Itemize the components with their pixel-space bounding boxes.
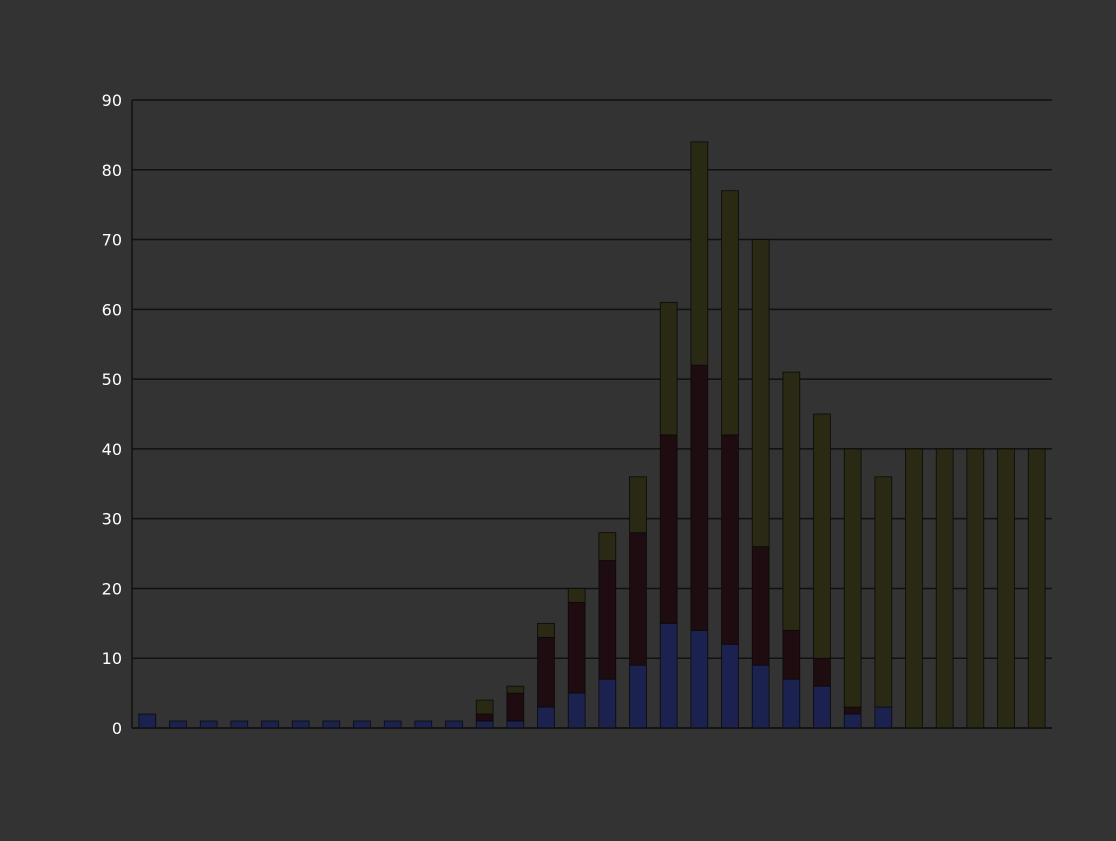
y-tick-label: 90 bbox=[102, 91, 122, 110]
bar-segment bbox=[567, 602, 586, 694]
bar-segment bbox=[475, 699, 494, 715]
bar-segment bbox=[199, 720, 218, 729]
bars bbox=[138, 141, 1046, 729]
bar-segment bbox=[782, 678, 801, 729]
y-tick-label: 30 bbox=[102, 510, 122, 529]
bar-segment bbox=[445, 720, 463, 729]
bar-segment bbox=[782, 629, 801, 680]
bar-segment bbox=[506, 692, 525, 722]
bar-segment bbox=[843, 448, 862, 708]
bar-segment bbox=[813, 413, 831, 659]
y-tick-label: 10 bbox=[102, 649, 122, 668]
y-tick-label: 20 bbox=[102, 579, 122, 598]
bar-segment bbox=[690, 629, 709, 729]
bar-segment bbox=[751, 239, 770, 547]
bar-segment bbox=[629, 476, 647, 534]
bar-segment bbox=[782, 371, 801, 631]
bar-segment bbox=[322, 720, 341, 729]
bar-segment bbox=[690, 141, 709, 366]
y-tick-label: 40 bbox=[102, 440, 122, 459]
bar-segment bbox=[291, 720, 310, 729]
bar-segment bbox=[383, 720, 402, 729]
bar-segment bbox=[966, 448, 985, 729]
bar-segment bbox=[905, 448, 923, 729]
bar-segment bbox=[813, 657, 831, 687]
bar-segment bbox=[353, 720, 371, 729]
bar-segment bbox=[751, 664, 770, 729]
bar-segment bbox=[659, 434, 678, 624]
bar-segment bbox=[537, 706, 555, 729]
bar-segment bbox=[475, 713, 494, 722]
bar-segment bbox=[598, 560, 617, 680]
axes: 0 10 20 30 40 50 60 70 80 90 bbox=[102, 91, 1052, 738]
bar-segment bbox=[506, 685, 525, 694]
bar-segment bbox=[843, 706, 862, 715]
bar-segment bbox=[598, 532, 617, 561]
bar-segment bbox=[567, 692, 586, 729]
bar-segment bbox=[537, 636, 555, 708]
bar-segment bbox=[751, 546, 770, 666]
bar-segment bbox=[230, 720, 249, 729]
bar-segment bbox=[598, 678, 617, 729]
bar-segment bbox=[843, 713, 862, 729]
bar-segment bbox=[935, 448, 954, 729]
y-tick-label: 60 bbox=[102, 300, 122, 319]
bar-segment bbox=[567, 588, 586, 603]
bar-segment bbox=[659, 622, 678, 729]
y-tick-label: 0 bbox=[112, 719, 122, 738]
y-tick-label: 80 bbox=[102, 161, 122, 180]
bar-segment bbox=[138, 713, 157, 729]
bar-segment bbox=[690, 364, 709, 631]
gridlines bbox=[132, 99, 1052, 729]
bar-segment bbox=[874, 706, 893, 729]
bar-segment bbox=[1027, 448, 1046, 729]
bar-segment bbox=[874, 476, 893, 708]
bar-segment bbox=[169, 720, 187, 729]
bar-segment bbox=[414, 720, 433, 729]
bar-segment bbox=[475, 720, 494, 729]
bar-segment bbox=[629, 532, 647, 666]
y-tick-label: 70 bbox=[102, 231, 122, 250]
bar-segment bbox=[537, 622, 555, 638]
bar-segment bbox=[506, 720, 525, 729]
bar-segment bbox=[721, 643, 739, 729]
bar-segment bbox=[261, 720, 279, 729]
bar-segment bbox=[813, 685, 831, 729]
bar-segment bbox=[721, 190, 739, 436]
bar-segment bbox=[659, 301, 678, 436]
y-tick-label: 50 bbox=[102, 370, 122, 389]
bar-segment bbox=[721, 434, 739, 645]
bar-segment bbox=[997, 448, 1015, 729]
bar-segment bbox=[629, 664, 647, 729]
